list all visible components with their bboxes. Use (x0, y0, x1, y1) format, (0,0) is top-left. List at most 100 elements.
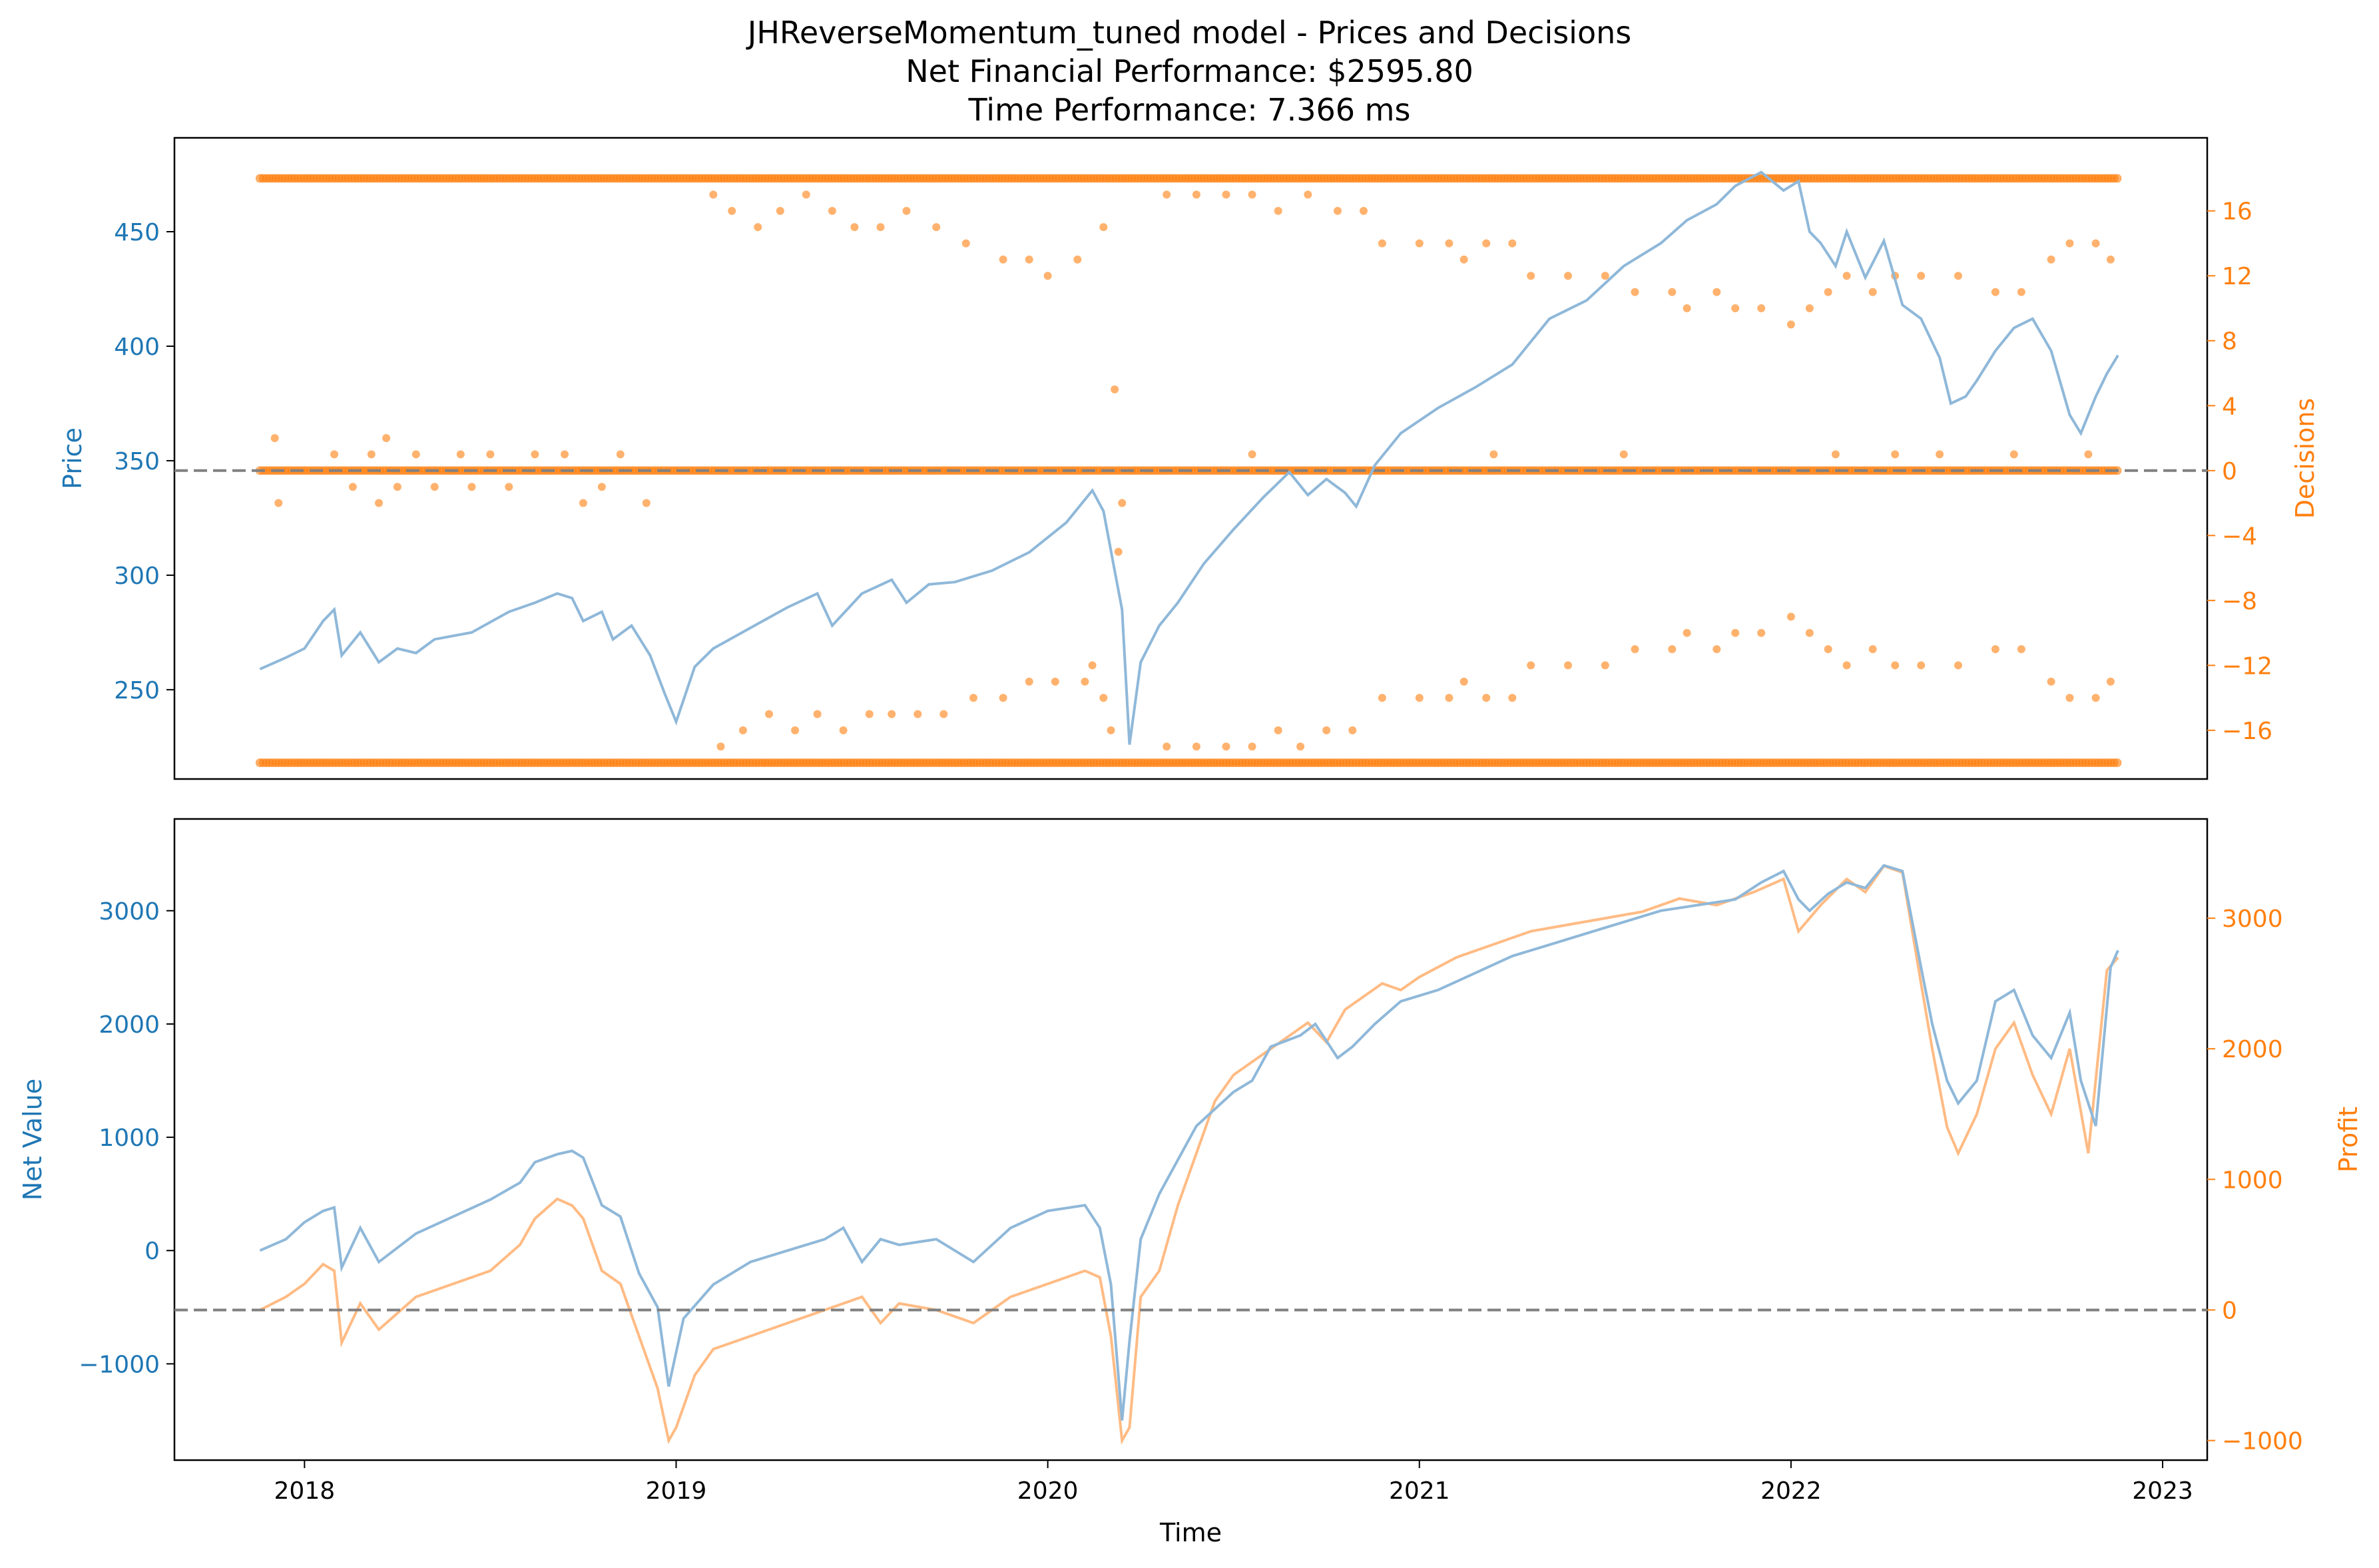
x-axis-label: Time (1159, 1518, 1222, 1547)
decision-point (709, 190, 718, 199)
profit-axis-tick-label: 0 (2222, 1297, 2237, 1324)
net-value-axis-tick-label: 3000 (99, 898, 160, 925)
decision-point (2113, 758, 2122, 768)
decision-point (802, 190, 810, 199)
decision-point (467, 483, 476, 491)
decision-point (2091, 694, 2100, 702)
decision-point (2047, 255, 2055, 264)
decision-axis-tick-label: 12 (2222, 263, 2252, 290)
decision-point (616, 450, 625, 459)
decision-point (1824, 288, 1832, 296)
decision-point (1378, 694, 1386, 702)
decision-point (813, 710, 822, 718)
net-value-axis-label: Net Value (18, 1079, 47, 1200)
decision-point (1248, 190, 1256, 199)
decision-point (1731, 304, 1740, 312)
decision-point (1459, 255, 1468, 264)
decision-point (999, 694, 1007, 702)
decision-point (1601, 272, 1609, 280)
decision-point (367, 450, 376, 459)
decision-point (1274, 206, 1282, 215)
decision-point (1917, 661, 1926, 670)
decision-point (1757, 629, 1766, 637)
decision-point (274, 499, 283, 507)
decision-point (1360, 206, 1368, 215)
decision-point (1248, 742, 1256, 751)
decision-axis-tick-label: −16 (2222, 718, 2272, 745)
decision-axis-tick-label: −8 (2222, 588, 2257, 615)
decision-point (382, 434, 391, 442)
decision-axis-label: Decisions (2290, 398, 2320, 519)
x-tick-label: 2022 (1760, 1477, 1822, 1505)
decision-point (1868, 645, 1877, 653)
decision-point (1222, 742, 1230, 751)
decision-point (1786, 320, 1795, 329)
decision-point (888, 710, 896, 718)
decision-point (1163, 742, 1171, 751)
decision-point (1601, 661, 1609, 670)
decision-point (579, 499, 587, 507)
decision-axis-tick-label: 8 (2222, 328, 2237, 356)
decision-point (1824, 645, 1832, 653)
net-value-axis-tick-label: 1000 (99, 1125, 160, 1152)
decision-point (1334, 206, 1342, 215)
decision-point (1348, 726, 1357, 734)
decision-point (1713, 645, 1721, 653)
decision-point (1222, 190, 1230, 199)
decision-point (776, 206, 784, 215)
price-line (259, 170, 2119, 745)
chart-title-line-2: Net Financial Performance: $2595.80 (906, 53, 1473, 89)
decision-point (1991, 288, 1999, 296)
decision-point (561, 450, 569, 459)
decision-point (1099, 223, 1108, 232)
decision-point (1378, 239, 1386, 248)
decision-point (754, 223, 762, 232)
decision-point (1991, 645, 1999, 653)
decision-point (839, 726, 848, 734)
price-axis-tick-label: 350 (114, 448, 160, 475)
decision-point (1248, 450, 1256, 459)
decision-point (2091, 239, 2100, 248)
price-axis-tick-label: 400 (114, 334, 160, 361)
decision-point (1786, 613, 1795, 621)
decision-point (330, 450, 338, 459)
decision-point (865, 710, 874, 718)
decision-point (1668, 288, 1677, 296)
profit-line (259, 864, 2119, 1445)
decision-point (1954, 272, 1962, 280)
decision-point (1805, 304, 1814, 312)
decision-point (1631, 645, 1639, 653)
decision-point (1936, 450, 1944, 459)
decision-point (1073, 255, 1082, 264)
decision-point (1111, 385, 1119, 393)
decision-point (1099, 694, 1108, 702)
decision-point (1025, 255, 1033, 264)
decision-point (1163, 190, 1171, 199)
price-axis-tick-label: 300 (114, 563, 160, 590)
decision-point (738, 726, 747, 734)
decision-point (1415, 239, 1424, 248)
decision-point (914, 710, 922, 718)
decision-point (1954, 661, 1962, 670)
decision-point (1118, 499, 1127, 507)
decision-point (1489, 450, 1498, 459)
decision-point (728, 206, 736, 215)
decision-point (1891, 450, 1900, 459)
x-tick-label: 2021 (1389, 1477, 1450, 1505)
decision-point (1508, 694, 1517, 702)
price-axis-label: Price (58, 427, 87, 489)
decision-point (1107, 726, 1115, 734)
decision-point (932, 223, 941, 232)
decision-point (2047, 677, 2055, 686)
top-panel-frame (173, 136, 2209, 780)
decision-point (2065, 239, 2074, 248)
profit-axis-tick-label: 1000 (2222, 1167, 2283, 1194)
x-tick-label: 2023 (2132, 1477, 2193, 1505)
decision-point (1304, 190, 1312, 199)
decision-point (2113, 174, 2122, 183)
decision-point (1527, 272, 1535, 280)
decision-point (1757, 304, 1766, 312)
net-value-axis-tick-label: −1000 (79, 1351, 160, 1378)
profit-axis-label: Profit (2334, 1107, 2363, 1173)
